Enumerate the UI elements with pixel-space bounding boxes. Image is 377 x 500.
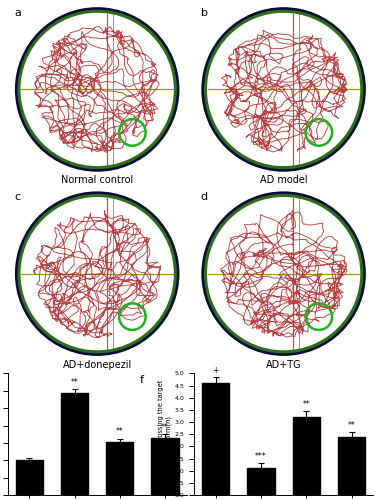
Bar	[21, 14, 173, 166]
Bar	[247, 468, 274, 495]
Text: **: **	[70, 378, 78, 386]
Bar	[21, 198, 173, 350]
Y-axis label: Frequency of crossing the target
platform(n): Frequency of crossing the target platfor…	[158, 380, 172, 488]
Text: c: c	[14, 192, 20, 202]
Text: Normal control: Normal control	[61, 176, 133, 186]
Circle shape	[205, 12, 362, 168]
Bar	[338, 436, 365, 495]
Text: **: **	[348, 421, 356, 430]
Bar	[208, 198, 359, 350]
Text: **: **	[161, 423, 169, 432]
Circle shape	[19, 12, 175, 168]
Text: b: b	[201, 8, 208, 18]
Bar	[202, 383, 229, 495]
Text: **: **	[116, 428, 124, 436]
Bar	[61, 392, 88, 495]
Text: +: +	[213, 366, 219, 375]
Text: f: f	[140, 374, 144, 384]
Bar	[152, 438, 179, 495]
Bar	[293, 417, 320, 495]
Text: AD+TG: AD+TG	[266, 360, 302, 370]
Bar	[106, 442, 133, 495]
Text: AD+donepezil: AD+donepezil	[63, 360, 132, 370]
Text: d: d	[201, 192, 208, 202]
Circle shape	[205, 196, 362, 352]
Text: ***: ***	[255, 452, 267, 462]
Text: a: a	[14, 8, 21, 18]
Circle shape	[19, 196, 175, 352]
Bar	[16, 460, 43, 495]
Bar	[208, 14, 359, 166]
Text: AD model: AD model	[260, 176, 307, 186]
Text: **: **	[302, 400, 310, 409]
